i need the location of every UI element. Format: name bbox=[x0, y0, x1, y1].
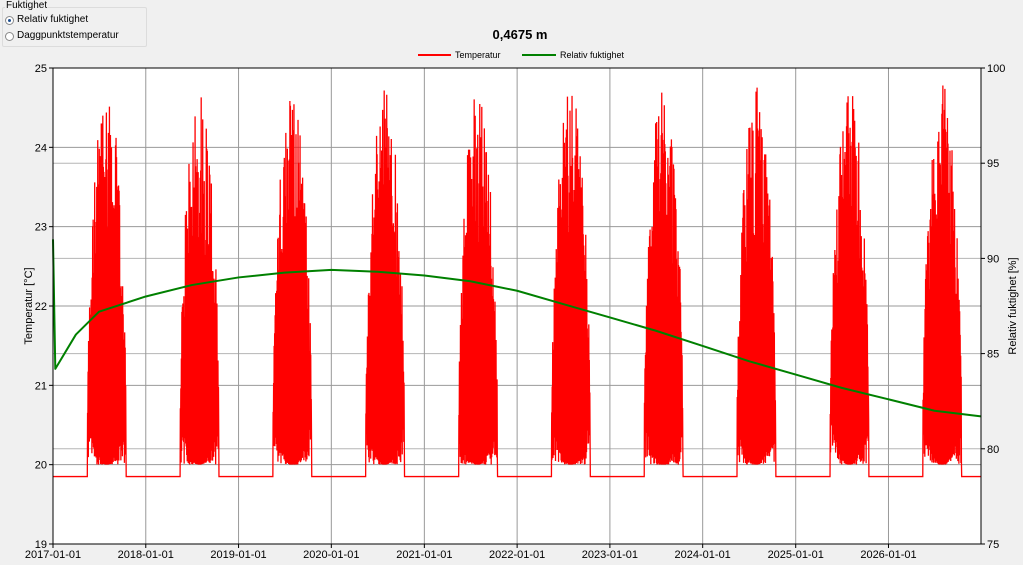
series-humidity bbox=[52, 239, 982, 418]
y-left-tick-label: 24 bbox=[35, 142, 47, 154]
y-right-tick-label: 80 bbox=[987, 444, 999, 456]
radio-dew-point-label: Daggpunktstemperatur bbox=[17, 30, 119, 41]
radio-selected-icon[interactable] bbox=[5, 15, 14, 25]
x-tick-label: 2023-01-01 bbox=[582, 549, 638, 561]
y-right-tick-label: 75 bbox=[987, 539, 999, 551]
radio-relative-humidity[interactable]: Relativ fuktighet bbox=[5, 14, 88, 26]
chart-title: 0,4675 m bbox=[493, 27, 548, 42]
legend-temperature-label: Temperatur bbox=[455, 50, 501, 60]
x-tick-label: 2025-01-01 bbox=[768, 549, 824, 561]
legend: Temperatur Relativ fuktighet bbox=[418, 50, 625, 60]
y-left-tick-label: 20 bbox=[35, 460, 47, 472]
y-right-tick-label: 85 bbox=[987, 349, 999, 361]
y-right-tick-label: 100 bbox=[987, 63, 1005, 75]
y-axis-left-label: Temperatur [°C] bbox=[23, 267, 35, 344]
y-left-tick-label: 22 bbox=[35, 301, 47, 313]
legend-humidity-label: Relativ fuktighet bbox=[560, 50, 625, 60]
x-tick-label: 2024-01-01 bbox=[675, 549, 731, 561]
y-left-tick-label: 25 bbox=[35, 63, 47, 75]
y-left-tick-label: 19 bbox=[35, 539, 47, 551]
y-left-tick-label: 21 bbox=[35, 380, 47, 392]
x-tick-label: 2017-01-01 bbox=[25, 549, 81, 561]
y-right-tick-label: 95 bbox=[987, 158, 999, 170]
y-axis-left: 19 20 21 22 23 24 25 bbox=[35, 63, 53, 551]
x-tick-label: 2019-01-01 bbox=[210, 549, 266, 561]
humidity-line bbox=[52, 239, 982, 418]
radio-relative-humidity-label: Relativ fuktighet bbox=[17, 14, 89, 25]
radio-dew-point[interactable]: Daggpunktstemperatur bbox=[5, 30, 119, 42]
x-tick-label: 2026-01-01 bbox=[860, 549, 916, 561]
y-left-tick-label: 23 bbox=[35, 222, 47, 234]
humidity-groupbox: Fuktighet Relativ fuktighet Daggpunktste… bbox=[2, 0, 147, 47]
x-tick-label: 2018-01-01 bbox=[118, 549, 174, 561]
x-tick-label: 2022-01-01 bbox=[489, 549, 545, 561]
x-axis: 2017-01-01 2018-01-01 2019-01-01 2020-01-01… bbox=[25, 544, 917, 561]
x-tick-label: 2020-01-01 bbox=[303, 549, 359, 561]
groupbox-title: Fuktighet bbox=[5, 0, 49, 12]
y-axis-right: 75 80 85 90 95 100 bbox=[981, 63, 1005, 551]
y-right-tick-label: 90 bbox=[987, 253, 999, 265]
x-tick-label: 2021-01-01 bbox=[396, 549, 452, 561]
y-axis-right-label: Relativ fuktighet [%] bbox=[1007, 257, 1019, 354]
series-temperature bbox=[53, 85, 981, 478]
temperature-line bbox=[53, 85, 981, 478]
radio-unselected-icon[interactable] bbox=[5, 31, 14, 41]
